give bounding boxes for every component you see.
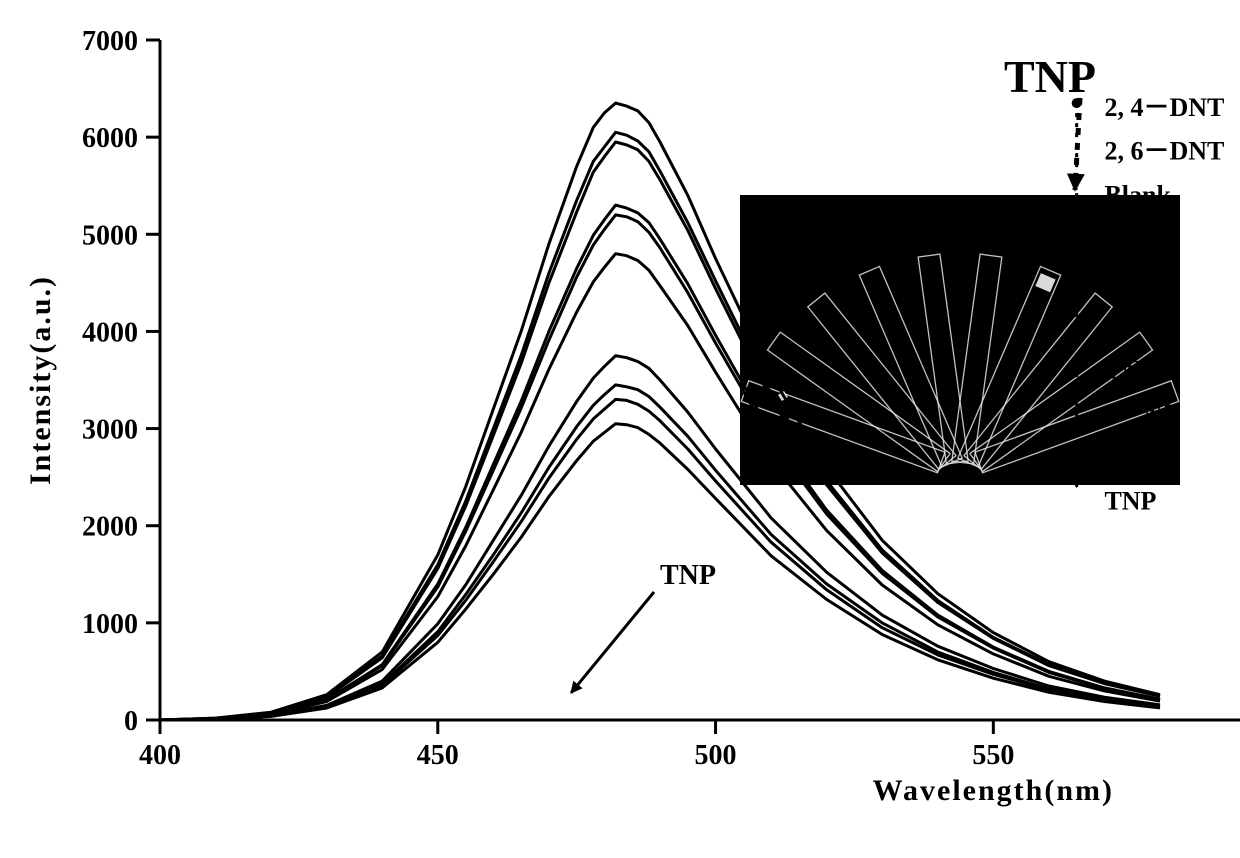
y-tick-label: 2000 <box>82 512 138 543</box>
y-tick-label: 0 <box>124 706 138 737</box>
y-tick-label: 5000 <box>82 220 138 251</box>
x-tick-label: 500 <box>695 740 737 771</box>
series-label-Blank: Blank <box>1104 180 1171 209</box>
series-label-2-NT: 2－NT <box>1104 312 1179 341</box>
series-label-2,4-DNT: 2, 4－DNT <box>1104 93 1224 122</box>
chart-svg: 0 1000 2000 3000 4000 5000 6000 7000 400 450 500 55… <box>0 0 1240 858</box>
figure-root: 0 1000 2000 3000 4000 5000 6000 7000 400 450 500 55… <box>0 0 1240 858</box>
tnp-lower-label: TNP <box>660 560 716 591</box>
series-label-NB: NB <box>1104 224 1140 253</box>
y-axis-label: Intensity(a.u.) <box>24 275 57 485</box>
y-tick-label: 4000 <box>82 317 138 348</box>
y-tick-label: 7000 <box>82 26 138 57</box>
series-label-4-NT: 4－NT <box>1104 268 1179 297</box>
y-tick-label: 1000 <box>82 609 138 640</box>
series-label-TNP: TNP <box>1104 486 1156 515</box>
x-tick-label: 450 <box>417 740 459 771</box>
series-label-2-NP: 2－NP <box>1104 399 1178 428</box>
series-label-4-NP: 4－NP <box>1104 443 1178 472</box>
series-label-2,6-DNT: 2, 6－DNT <box>1104 137 1224 166</box>
x-axis-label: Wavelength(nm) <box>873 774 1114 807</box>
y-tick-label: 3000 <box>82 415 138 446</box>
x-tick-label: 550 <box>972 740 1014 771</box>
tnp-upper-label: TNP <box>1004 51 1096 102</box>
series-label-TNT: TNT <box>1104 355 1157 384</box>
x-tick-label: 400 <box>139 740 181 771</box>
y-tick-label: 6000 <box>82 123 138 154</box>
